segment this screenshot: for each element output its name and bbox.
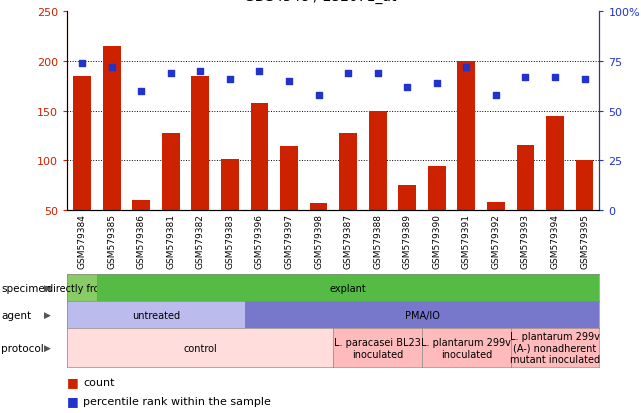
Point xyxy=(520,74,531,81)
Text: ■: ■ xyxy=(67,394,83,407)
Bar xyxy=(221,160,238,260)
Bar xyxy=(310,204,328,260)
Text: L. plantarum 299v
inoculated: L. plantarum 299v inoculated xyxy=(421,337,512,359)
Text: L. paracasei BL23
inoculated: L. paracasei BL23 inoculated xyxy=(334,337,421,359)
Bar xyxy=(487,203,504,260)
Bar xyxy=(132,201,150,260)
Bar xyxy=(517,145,535,260)
Text: percentile rank within the sample: percentile rank within the sample xyxy=(83,396,271,406)
Bar xyxy=(398,186,416,260)
Point xyxy=(491,93,501,99)
Text: ■: ■ xyxy=(67,375,83,389)
Point xyxy=(254,69,265,75)
Point xyxy=(431,81,442,87)
Point xyxy=(550,74,560,81)
Bar xyxy=(251,104,269,260)
Bar xyxy=(192,77,209,260)
Bar xyxy=(458,62,475,260)
Text: L. plantarum 299v
(A-) nonadherent
mutant inoculated: L. plantarum 299v (A-) nonadherent mutan… xyxy=(510,331,600,365)
Text: ▶: ▶ xyxy=(44,344,51,352)
Bar xyxy=(576,161,594,260)
Bar xyxy=(162,133,179,260)
Point xyxy=(462,64,472,71)
Text: directly frozen: directly frozen xyxy=(47,283,117,293)
Text: specimen: specimen xyxy=(1,283,52,293)
Bar xyxy=(280,146,298,260)
Bar xyxy=(339,133,357,260)
Text: protocol: protocol xyxy=(1,343,44,353)
Point xyxy=(77,61,87,67)
Text: PMA/IO: PMA/IO xyxy=(404,310,440,320)
Bar xyxy=(73,77,91,260)
Point xyxy=(579,76,590,83)
Point xyxy=(313,93,324,99)
Text: explant: explant xyxy=(329,283,367,293)
Text: untreated: untreated xyxy=(132,310,180,320)
Point xyxy=(402,84,412,91)
Point xyxy=(343,71,353,77)
Point xyxy=(136,88,146,95)
Text: count: count xyxy=(83,377,115,387)
Point xyxy=(106,64,117,71)
Point xyxy=(372,71,383,77)
Bar xyxy=(428,167,445,260)
Point xyxy=(196,69,206,75)
Text: GDS4548 / 232071_at: GDS4548 / 232071_at xyxy=(244,0,397,4)
Text: control: control xyxy=(183,343,217,353)
Bar xyxy=(369,112,387,260)
Point xyxy=(284,78,294,85)
Text: ▶: ▶ xyxy=(44,311,51,319)
Text: ▶: ▶ xyxy=(44,284,51,292)
Bar xyxy=(546,116,564,260)
Point xyxy=(225,76,235,83)
Text: agent: agent xyxy=(1,310,31,320)
Bar xyxy=(103,47,121,260)
Point xyxy=(165,71,176,77)
